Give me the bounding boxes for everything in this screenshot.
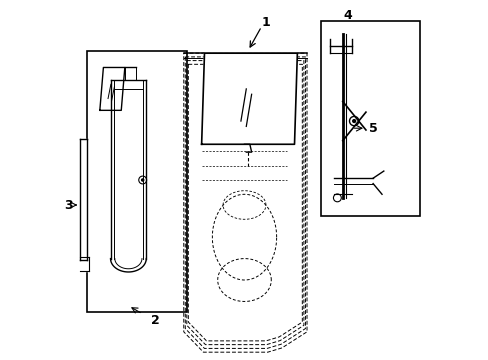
Text: 1: 1 — [261, 16, 270, 29]
Text: 4: 4 — [343, 9, 352, 22]
Circle shape — [352, 120, 355, 122]
Text: 2: 2 — [150, 314, 159, 327]
Polygon shape — [100, 67, 124, 111]
Circle shape — [142, 179, 143, 181]
Bar — [321, 21, 419, 216]
Bar — [87, 51, 187, 312]
Text: 5: 5 — [368, 122, 377, 135]
Polygon shape — [201, 53, 297, 144]
Polygon shape — [80, 139, 86, 260]
Text: 3: 3 — [63, 198, 72, 212]
Polygon shape — [80, 257, 89, 271]
